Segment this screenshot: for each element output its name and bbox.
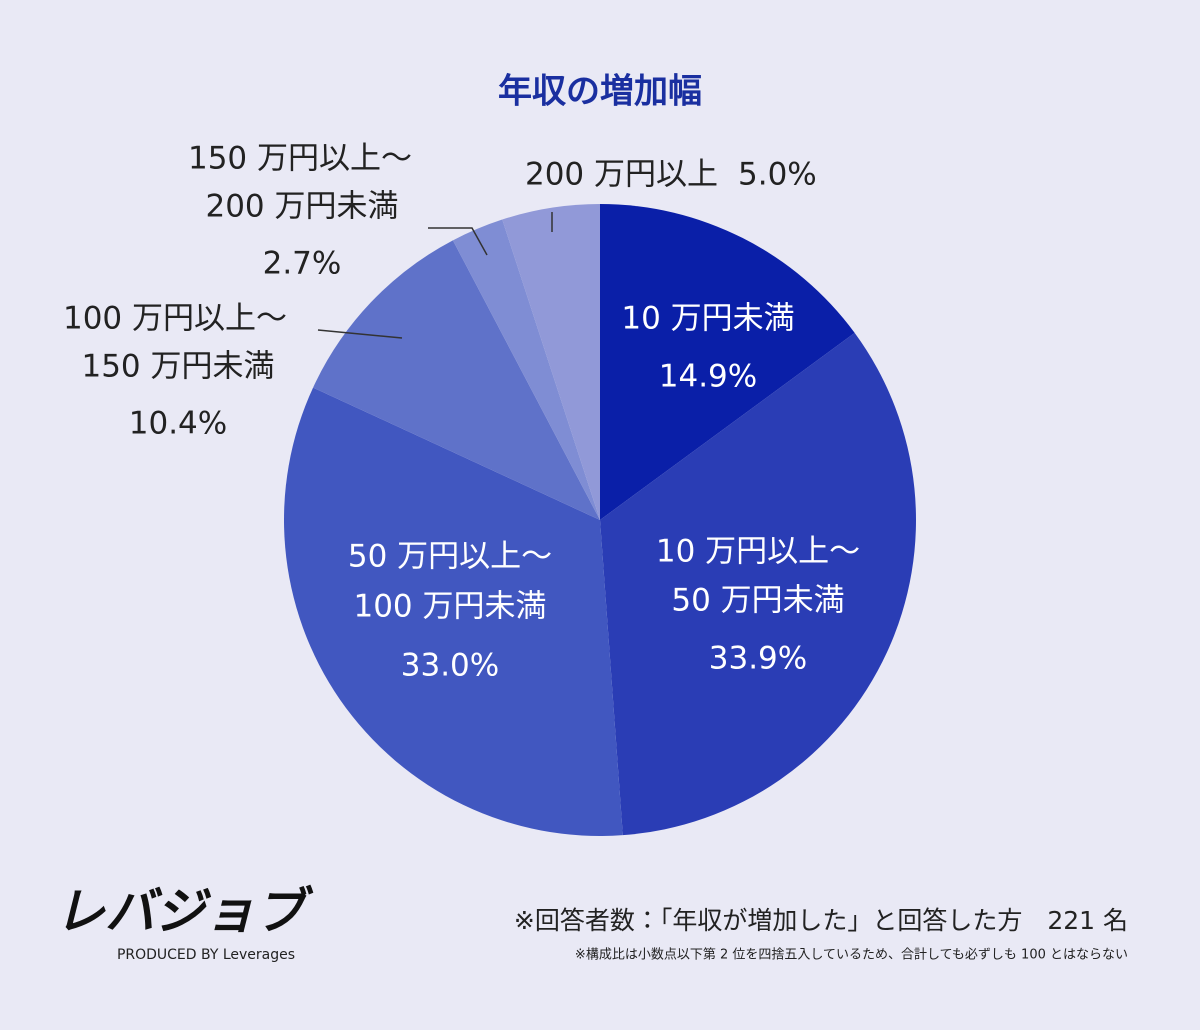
value-label: 2.7% [263, 246, 342, 282]
slice-label: 10 万円以上～ [656, 534, 860, 570]
slice-label: 100 万円以上～ [63, 301, 287, 337]
respondent-note: ※回答者数：「年収が増加した」と回答した方 221 名 [514, 906, 1128, 935]
pie [283, 204, 916, 836]
slice-label: 50 万円以上～ [348, 539, 552, 575]
logo-subtitle: PRODUCED BY Leverages [117, 947, 295, 963]
pie-slice [600, 332, 916, 836]
slice-label: 200 万円以上 [525, 157, 718, 193]
pie-slice [452, 219, 600, 520]
pie-slice [313, 240, 600, 520]
slice-label: 150 万円未満 [81, 349, 274, 385]
slice-label: 150 万円以上～ [188, 141, 412, 177]
logo: レバジョブ [55, 883, 314, 941]
slice-label: 100 万円未満 [353, 589, 546, 625]
value-label: 33.0% [401, 648, 499, 684]
value-label: 33.9% [709, 641, 807, 677]
slice-label: 10 万円未満 [621, 301, 794, 337]
leader-line [317, 329, 403, 339]
chart-title: 年収の増加幅 [498, 72, 702, 112]
slice-label: 200 万円未満 [205, 189, 398, 225]
slice-label: 50 万円未満 [671, 583, 844, 619]
pie-slice [502, 204, 600, 520]
value-label: 10.4% [129, 406, 227, 442]
leader-line [428, 227, 488, 256]
value-label: 5.0% [738, 157, 817, 193]
value-label: 14.9% [659, 359, 757, 395]
pie-slice [283, 387, 623, 836]
footnote: ※構成比は小数点以下第 2 位を四捨五入しているため、合計しても必ずしも 100… [575, 947, 1128, 963]
pie-slice [600, 204, 855, 520]
